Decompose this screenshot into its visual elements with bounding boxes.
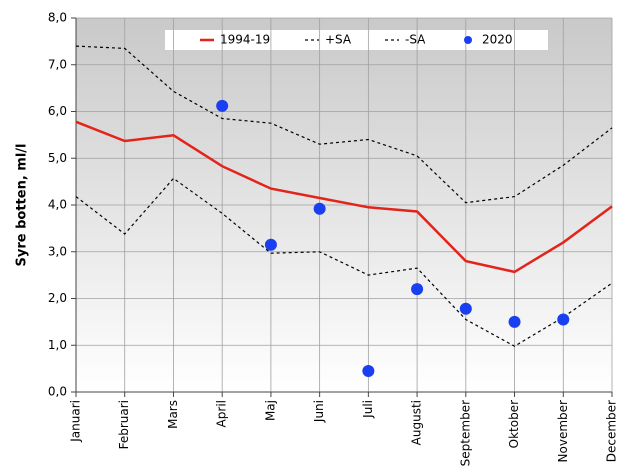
y-tick-label: 4,0 — [48, 198, 67, 212]
x-tick-label: Juli — [361, 400, 375, 419]
x-tick-label: Maj — [263, 400, 277, 421]
legend-label: 1994-19 — [220, 33, 270, 47]
y-tick-label: 8,0 — [48, 11, 67, 25]
x-tick-label: December — [605, 400, 619, 462]
data-point — [411, 283, 424, 296]
legend — [165, 30, 548, 50]
x-tick-label: Augusti — [410, 400, 424, 445]
y-tick-label: 0,0 — [48, 385, 67, 399]
legend-label: +SA — [325, 33, 352, 47]
y-tick-label: 1,0 — [48, 338, 67, 352]
x-tick-label: Februari — [117, 400, 131, 449]
y-tick-label: 2,0 — [48, 291, 67, 305]
data-point — [362, 364, 375, 377]
series-line — [75, 45, 613, 204]
legend-marker — [464, 36, 472, 44]
y-axis-label: Syre botten, ml/l — [15, 144, 30, 267]
x-tick-label: September — [458, 400, 472, 466]
data-point — [459, 302, 472, 315]
data-point — [264, 238, 277, 251]
data-point — [557, 313, 570, 326]
x-tick-label: Januari — [69, 400, 83, 443]
x-tick-label: April — [215, 400, 229, 427]
x-tick-label: Mars — [166, 400, 180, 429]
y-tick-label: 5,0 — [48, 151, 67, 165]
y-tick-label: 6,0 — [48, 104, 67, 118]
legend-label: -SA — [405, 33, 426, 47]
data-point — [313, 202, 326, 215]
x-tick-label: November — [556, 400, 570, 462]
x-tick-label: Juni — [312, 400, 326, 423]
data-point — [216, 99, 229, 112]
y-tick-label: 7,0 — [48, 57, 67, 71]
legend-label: 2020 — [482, 33, 513, 47]
series-line — [75, 177, 613, 347]
y-tick-label: 3,0 — [48, 244, 67, 258]
x-tick-label: Oktober — [507, 400, 521, 448]
data-point — [508, 315, 521, 328]
series-line — [75, 120, 613, 274]
